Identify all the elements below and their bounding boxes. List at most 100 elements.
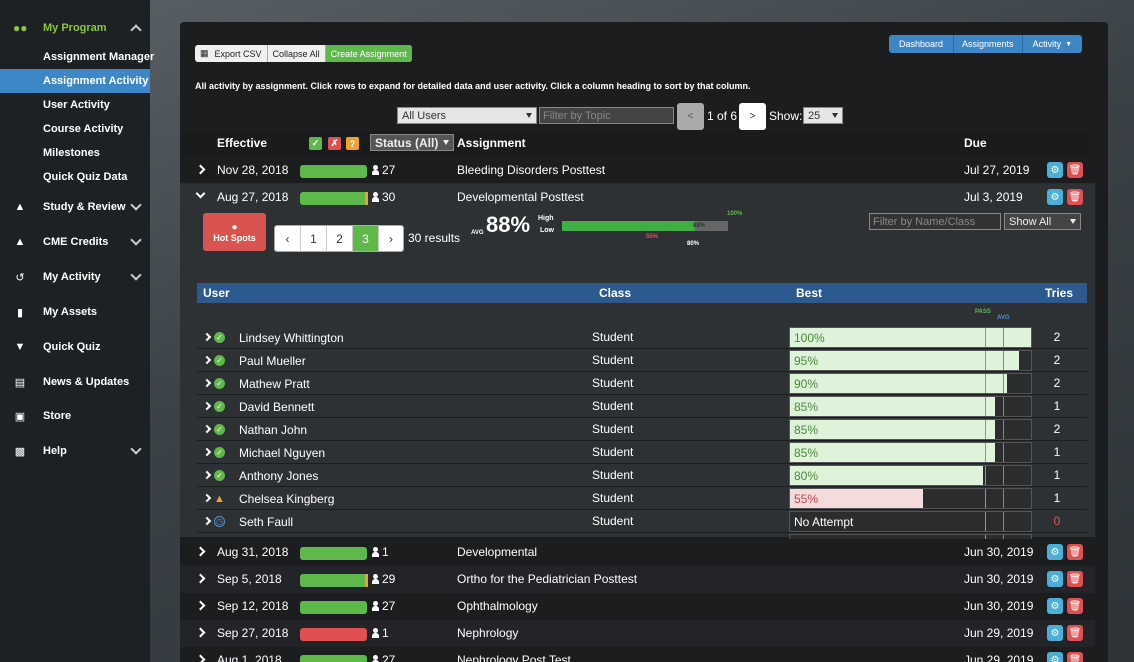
user-row[interactable]: ▲ Chelsea Kingberg Student 55% 1: [197, 487, 1087, 510]
effective-date: Aug 1, 2018: [217, 653, 282, 662]
check-circle-icon: ✓: [214, 424, 225, 435]
col-effective[interactable]: Effective: [217, 136, 268, 150]
pagination-next[interactable]: ›: [379, 226, 403, 251]
status-bar: [300, 165, 367, 178]
due-date: Jul 3, 2019: [964, 190, 1023, 204]
user-row[interactable]: ✓ Michael Nguyen Student 85% 1: [197, 441, 1087, 464]
users-select[interactable]: All Users: [397, 107, 537, 124]
gear-icon[interactable]: ⚙: [1047, 162, 1063, 178]
create-assignment-button[interactable]: Create Assignment: [325, 45, 412, 62]
user-name: Michael Nguyen: [239, 446, 326, 460]
sidebar-item-label: News & Updates: [43, 376, 130, 388]
subitem-label: Course Activity: [43, 123, 124, 135]
gear-icon[interactable]: ⚙: [1047, 652, 1063, 662]
sidebar-subitem-quick-quiz-data[interactable]: Quick Quiz Data: [0, 165, 150, 189]
user-row[interactable]: ✓ Lindsey Whittington Student 100% 2: [197, 326, 1087, 349]
user-row[interactable]: ✓ Paul Mueller Student 95% 2: [197, 349, 1087, 372]
caret-down-icon: [443, 140, 449, 145]
sidebar-subitem-assignment-activity[interactable]: Assignment Activity: [0, 69, 150, 93]
col-class[interactable]: Class: [599, 286, 632, 300]
gear-icon[interactable]: ⚙: [1047, 598, 1063, 614]
sidebar-item-quick-quiz[interactable]: ▼ Quick Quiz: [0, 337, 150, 357]
gear-icon[interactable]: ⚙: [1047, 625, 1063, 641]
trash-icon[interactable]: 🗑: [1067, 625, 1083, 641]
col-due[interactable]: Due: [964, 136, 987, 150]
sidebar-item-my-activity[interactable]: ↺ My Activity: [0, 267, 150, 287]
show-all-select[interactable]: Show All: [1004, 213, 1081, 230]
filter-none-checkbox[interactable]: ?: [346, 137, 359, 150]
trash-icon[interactable]: 🗑: [1067, 652, 1083, 662]
activity-dropdown[interactable]: Activity ▼: [1023, 35, 1082, 53]
trash-icon[interactable]: 🗑: [1067, 162, 1083, 178]
user-count: 1: [372, 626, 389, 640]
assignment-row[interactable]: Aug 31, 2018 1 Developmental Jun 30, 2019 ⚙ 🗑: [180, 539, 1095, 566]
gear-icon[interactable]: ⚙: [1047, 544, 1063, 560]
sidebar-item-my-program[interactable]: ●● My Program: [0, 18, 150, 38]
trash-icon[interactable]: 🗑: [1067, 544, 1083, 560]
user-row[interactable]: ✓ Nathan John Student 85% 2: [197, 418, 1087, 441]
assignment-name: Ortho for the Pediatrician Posttest: [457, 572, 638, 586]
user-row[interactable]: ✓ Mathew Pratt Student 90% 2: [197, 372, 1087, 395]
pagination-page[interactable]: 2: [327, 226, 353, 251]
sidebar-item-study-review[interactable]: ▲ Study & Review: [0, 197, 150, 217]
pagination-page[interactable]: 1: [301, 226, 327, 251]
filter-fail-checkbox[interactable]: ✗: [328, 137, 341, 150]
status-select[interactable]: Status (All): [370, 134, 454, 151]
col-user[interactable]: User: [203, 286, 230, 300]
sidebar-item-store[interactable]: ▣ Store: [0, 406, 150, 426]
best-score-bar: 80%: [789, 465, 1032, 486]
assignment-row[interactable]: Sep 5, 2018 29 Ortho for the Pediatrician …: [180, 566, 1095, 593]
chevron-right-icon: [195, 627, 206, 638]
sidebar-subitem-milestones[interactable]: Milestones: [0, 141, 150, 165]
sidebar-item-cme-credits[interactable]: ▲ CME Credits: [0, 232, 150, 252]
user-row[interactable]: ✓ Anthony Jones Student 80% 1: [197, 464, 1087, 487]
user-row[interactable]: ✓ David Bennett Student 85% 1: [197, 395, 1087, 418]
user-name: Lindsey Whittington: [239, 331, 344, 345]
pass-line: [985, 443, 986, 462]
mini-avg-label: 88%: [693, 223, 706, 229]
col-best[interactable]: Best: [796, 286, 823, 300]
pagination-page-active[interactable]: 3: [353, 226, 379, 251]
pass-line: [985, 351, 986, 370]
trash-icon[interactable]: 🗑: [1067, 571, 1083, 587]
gear-icon[interactable]: ⚙: [1047, 571, 1063, 587]
chevron-right-icon: [195, 573, 206, 584]
col-tries[interactable]: Tries: [1045, 286, 1074, 300]
export-csv-button[interactable]: ▦ Export CSV: [195, 45, 268, 62]
collapse-all-button[interactable]: Collapse All: [268, 45, 326, 62]
user-icon: [372, 574, 379, 584]
user-count-value: 1: [382, 545, 389, 559]
prev-page-button[interactable]: <: [677, 103, 704, 130]
hot-spots-button[interactable]: ● Hot Spots: [203, 213, 266, 251]
sidebar-item-help[interactable]: ▩ Help: [0, 441, 150, 461]
sidebar-subitem-course-activity[interactable]: Course Activity: [0, 117, 150, 141]
avg-label: AVG: [471, 230, 484, 236]
name-class-filter-input[interactable]: Filter by Name/Class: [869, 213, 1001, 230]
col-assignment[interactable]: Assignment: [457, 136, 526, 150]
trash-icon[interactable]: 🗑: [1067, 189, 1083, 205]
sidebar-item-news-updates[interactable]: ▤ News & Updates: [0, 372, 150, 392]
topic-filter-input[interactable]: Filter by Topic: [539, 107, 674, 124]
dashboard-button[interactable]: Dashboard: [889, 35, 955, 53]
due-date: Jun 30, 2019: [964, 545, 1034, 559]
user-count-value: 27: [382, 653, 396, 662]
sidebar-item-my-assets[interactable]: ▮ My Assets: [0, 302, 150, 322]
user-pagination: ‹ 1 2 3 ›: [274, 225, 404, 252]
assignment-row[interactable]: Sep 27, 2018 1 Nephrology Jun 29, 2019 ⚙ 🗑: [180, 620, 1095, 647]
pagination-prev[interactable]: ‹: [275, 226, 301, 251]
assignment-row[interactable]: Sep 12, 2018 27 Ophthalmology Jun 30, 2019 ⚙…: [180, 593, 1095, 620]
user-row[interactable]: ◷ Seth Faull Student No Attempt 0: [197, 510, 1087, 533]
chevron-right-icon: [195, 164, 206, 175]
show-count-select[interactable]: 25: [803, 107, 843, 124]
gear-icon[interactable]: ⚙: [1047, 189, 1063, 205]
assignment-row[interactable]: Aug 1, 2018 27 Nephrology Post Test Jun 29,…: [180, 647, 1095, 662]
assignment-row[interactable]: Nov 28, 2018 27 Bleeding Disorders Postt…: [180, 157, 1095, 184]
filter-pass-checkbox[interactable]: ✓: [309, 137, 322, 150]
next-page-button[interactable]: >: [739, 103, 766, 130]
status-bar-warning-segment: [365, 574, 368, 587]
sidebar-subitem-user-activity[interactable]: User Activity: [0, 93, 150, 117]
trash-icon[interactable]: 🗑: [1067, 598, 1083, 614]
sidebar-subitem-assignment-manager[interactable]: Assignment Manager: [0, 45, 154, 69]
assignments-button[interactable]: Assignments: [954, 35, 1023, 53]
assignment-row-expanded[interactable]: Aug 27, 2018 30 Developmental Posttest J…: [180, 184, 1095, 211]
